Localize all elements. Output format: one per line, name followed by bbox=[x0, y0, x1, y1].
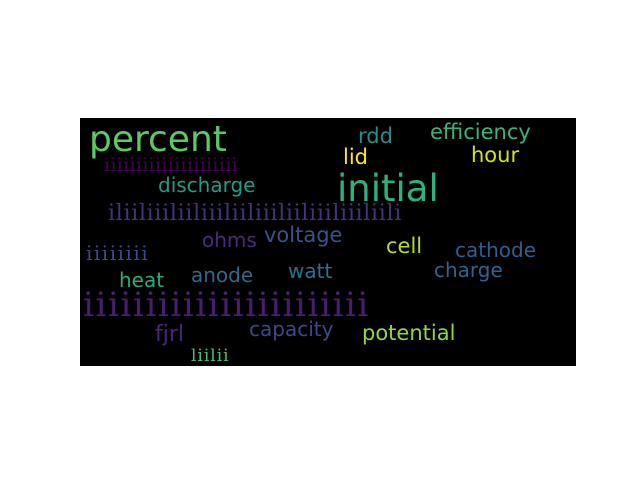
word-cloud: percent rdd efficiency iiiiiiiiiiiiiiiii… bbox=[80, 118, 576, 366]
word-rdd: rdd bbox=[358, 124, 393, 148]
word-i-string-2: iliiliiiliiliiiliiliiiliiliiiliiiliili bbox=[108, 201, 402, 226]
word-i-string-1: iiiiiiiiiiiiiiiiiiiii bbox=[104, 154, 238, 176]
word-anode: anode bbox=[191, 263, 254, 287]
word-i-string-3: iiiiiiii bbox=[86, 241, 150, 265]
word-cathode: cathode bbox=[455, 238, 537, 262]
word-voltage: voltage bbox=[264, 223, 343, 247]
word-liilii: liilii bbox=[191, 346, 230, 366]
word-potential: potential bbox=[362, 321, 456, 345]
word-charge: charge bbox=[434, 258, 503, 282]
word-percent: percent bbox=[89, 119, 227, 160]
word-initial: initial bbox=[337, 167, 439, 210]
word-cell: cell bbox=[386, 234, 423, 258]
word-ohms: ohms bbox=[202, 228, 257, 252]
word-efficiency: efficiency bbox=[430, 120, 531, 144]
word-fjrl: fjrl bbox=[155, 322, 185, 347]
word-watt: watt bbox=[288, 259, 333, 283]
word-hour: hour bbox=[471, 143, 520, 167]
word-heat: heat bbox=[119, 268, 165, 292]
word-i-string-4: iiiiiiiiiiiiiiiiiiiiiii bbox=[83, 285, 370, 325]
word-discharge: discharge bbox=[158, 173, 256, 197]
word-capacity: capacity bbox=[249, 317, 334, 341]
word-lid: lid bbox=[343, 145, 368, 169]
